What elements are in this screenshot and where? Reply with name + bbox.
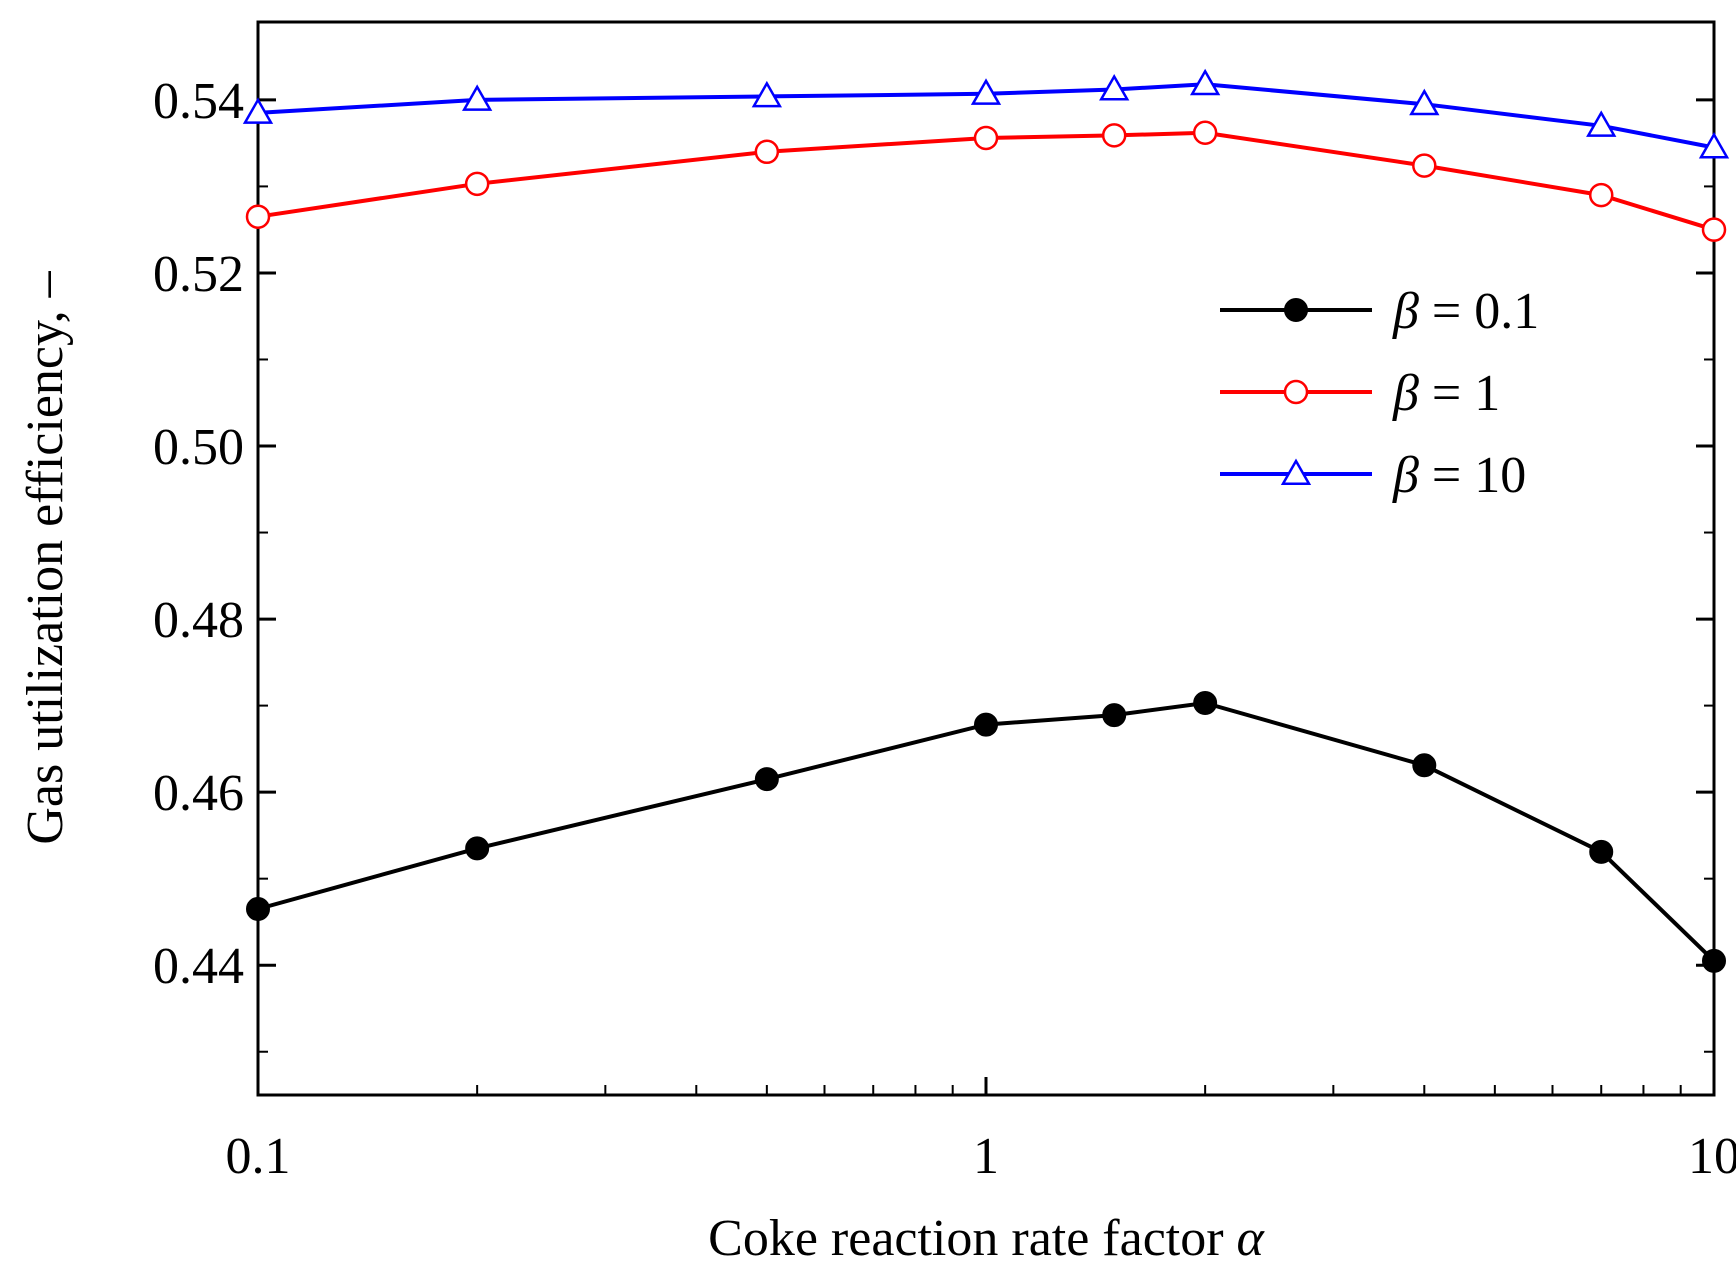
- y-axis-title: Gas utilization efficiency, –: [17, 270, 74, 844]
- data-point: [754, 139, 780, 165]
- legend-marker: [1284, 298, 1308, 322]
- data-point: [973, 125, 999, 151]
- x-tick-label: 10: [1688, 1128, 1736, 1185]
- data-point: [464, 171, 490, 197]
- data-point: [245, 204, 271, 229]
- series-1: [245, 120, 1727, 242]
- x-axis-title-text: Coke reaction rate factor: [708, 1210, 1223, 1267]
- data-point: [1412, 153, 1437, 178]
- legend-value: = 1: [1419, 365, 1500, 422]
- series-2: [242, 68, 1730, 159]
- axis-ticks: [256, 98, 1716, 1095]
- legend-entry-0: β = 0.1: [1220, 283, 1539, 340]
- legend-entry-1: β = 1: [1220, 365, 1500, 422]
- legend-label: β = 10: [1392, 447, 1526, 504]
- data-point: [465, 836, 490, 861]
- data-point: [246, 896, 270, 921]
- data-point: [1193, 691, 1218, 716]
- data-point: [1702, 948, 1726, 973]
- series-0: [246, 691, 1726, 973]
- axis-tick-labels: 0.1 1 10 0.44 0.46 0.48 0.50 0.52 0.54: [153, 73, 1736, 1185]
- x-axis-title: Coke reaction rate factor α: [708, 1210, 1265, 1267]
- data-point: [974, 712, 998, 737]
- legend-value: = 0.1: [1419, 283, 1539, 340]
- data-point: [751, 80, 783, 108]
- legend-symbol: β: [1392, 283, 1419, 340]
- data-point: [1099, 73, 1130, 101]
- data-point: [1102, 703, 1127, 728]
- data-point: [1588, 182, 1614, 208]
- data-series: [242, 68, 1730, 973]
- y-tick-label: 0.44: [153, 938, 244, 995]
- data-point: [461, 84, 493, 111]
- legend-value: = 10: [1419, 447, 1526, 504]
- legend-symbol: β: [1392, 365, 1419, 422]
- data-point: [1409, 88, 1440, 116]
- data-point: [1189, 68, 1221, 96]
- y-tick-label: 0.52: [153, 246, 244, 303]
- data-point: [1589, 839, 1614, 864]
- data-point: [1192, 120, 1218, 146]
- data-point: [1698, 131, 1730, 159]
- data-point: [1412, 753, 1437, 778]
- y-tick-label: 0.54: [153, 73, 244, 130]
- y-tick-label: 0.48: [153, 592, 244, 649]
- x-tick-label: 1: [973, 1128, 999, 1185]
- legend: β = 0.1β = 1β = 10: [1220, 283, 1539, 504]
- x-tick-label: 0.1: [226, 1128, 291, 1185]
- data-point: [970, 78, 1002, 105]
- data-point: [1586, 110, 1617, 137]
- data-point: [754, 767, 779, 792]
- data-point: [242, 97, 274, 124]
- data-point: [1101, 123, 1127, 148]
- x-axis-symbol: α: [1237, 1210, 1266, 1267]
- series-line: [257, 700, 1716, 963]
- legend-label: β = 0.1: [1392, 283, 1539, 340]
- data-point: [1701, 217, 1727, 242]
- legend-label: β = 1: [1392, 365, 1500, 422]
- legend-marker: [1283, 379, 1309, 405]
- y-tick-label: 0.50: [153, 419, 244, 476]
- y-tick-label: 0.46: [153, 765, 244, 822]
- legend-marker: [1280, 458, 1312, 485]
- legend-entry-2: β = 10: [1220, 447, 1526, 504]
- legend-symbol: β: [1392, 447, 1419, 504]
